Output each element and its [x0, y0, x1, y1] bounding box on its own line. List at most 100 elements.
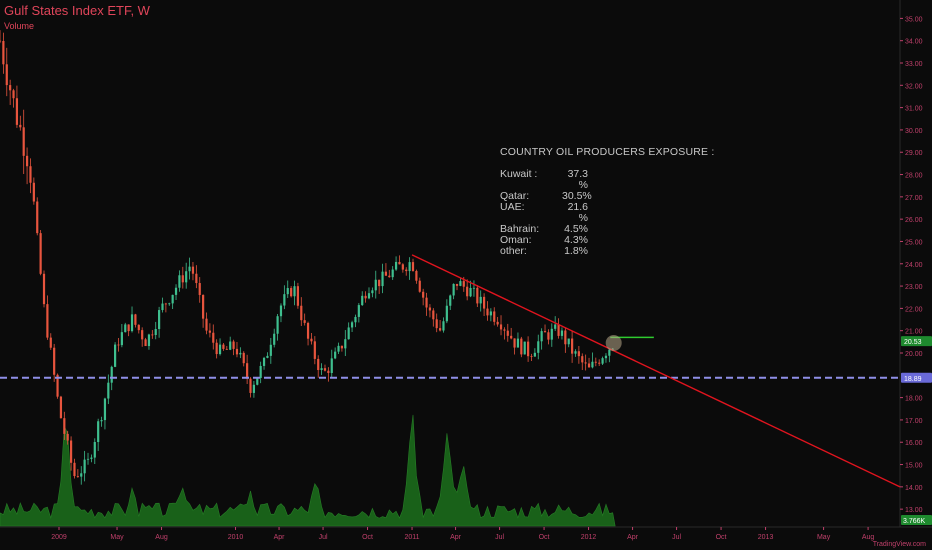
volume-area	[0, 414, 616, 527]
candle-body	[533, 352, 536, 357]
candle-body	[296, 286, 300, 306]
time-tick-label: Jul	[495, 534, 504, 541]
candle-body	[202, 294, 205, 319]
candle-body	[547, 332, 550, 340]
candle-body	[476, 287, 479, 304]
price-tick-label: 17.00	[905, 418, 923, 425]
candle-body	[76, 476, 79, 477]
candle-body	[147, 334, 151, 347]
candle-body	[337, 345, 340, 352]
candle-body	[0, 40, 2, 42]
chart-title[interactable]: Gulf States Index ETF, W	[4, 3, 150, 18]
price-tick-label: 16.00	[905, 440, 923, 447]
candle-body	[185, 271, 188, 283]
time-axis[interactable]: 2009 May Aug 2010 Apr Jul Oct 2011 Apr Jul Oct 2012…	[51, 527, 874, 541]
time-tick-label: 2012	[581, 534, 597, 541]
candle-body	[90, 457, 93, 459]
time-tick-label: 2013	[758, 534, 774, 541]
candle-body	[479, 296, 482, 304]
candlesticks	[0, 30, 614, 485]
candle-body	[195, 273, 198, 284]
candle-body	[93, 442, 96, 458]
candle-body	[161, 303, 164, 311]
candle-body	[242, 352, 245, 364]
candle-body	[435, 319, 438, 329]
candle-body	[564, 330, 567, 345]
candle-body	[594, 361, 597, 363]
candle-body	[134, 314, 137, 325]
candle-body	[317, 358, 320, 371]
time-tick-label: May	[817, 534, 831, 541]
price-tick-label: 25.00	[905, 239, 923, 246]
drawing-overlays	[0, 254, 901, 488]
candle-body	[398, 261, 401, 265]
country-label: other:	[500, 245, 527, 257]
candle-body	[357, 305, 360, 317]
candle-body	[591, 361, 594, 368]
candle-body	[256, 377, 259, 385]
candle-body	[303, 320, 306, 323]
time-tick-label: Aug	[155, 534, 168, 541]
candle-body	[378, 279, 381, 287]
time-tick-label: Apr	[274, 534, 286, 541]
candle-body	[466, 286, 469, 297]
candle-body	[557, 324, 560, 336]
candle-body	[489, 311, 492, 316]
country-label: Oman:	[500, 234, 532, 246]
candle-body	[560, 330, 564, 336]
candle-body	[408, 262, 411, 272]
candle-body	[364, 295, 367, 299]
price-axis[interactable]: 35.00 34.00 33.00 32.00 31.00 30.00 29.00 28.00…	[900, 16, 932, 525]
candle-body	[273, 333, 276, 345]
volume-value-label: 3.766K	[903, 518, 926, 525]
price-tick-label: 26.00	[905, 217, 923, 224]
last-price-label-bg	[901, 336, 932, 347]
candle-body	[452, 283, 455, 296]
candle-body	[598, 362, 601, 364]
price-tick-label: 14.00	[905, 485, 923, 492]
candle-body	[215, 342, 218, 355]
candle-body	[574, 351, 577, 354]
time-tick-label: May	[110, 534, 124, 541]
candle-body	[113, 344, 117, 367]
annotation-row: Bahrain: 4.5%	[500, 224, 715, 235]
candle-body	[266, 355, 269, 358]
candle-body	[66, 433, 69, 441]
candle-body	[520, 338, 523, 355]
annotation-header: COUNTRY OIL PRODUCERS EXPOSURE :	[500, 146, 715, 158]
candle-body	[151, 334, 154, 336]
candle-body	[59, 396, 63, 419]
chart-grid	[0, 0, 932, 528]
candle-body	[249, 378, 252, 393]
annotation-row: UAE: 21.6 %	[500, 202, 715, 224]
candle-body	[584, 362, 587, 364]
candle-body	[262, 357, 266, 366]
candle-body	[191, 266, 195, 274]
candle-body	[486, 308, 489, 316]
time-tick-label: Aug	[862, 534, 875, 541]
candle-body	[388, 275, 391, 278]
price-tick-label: 29.00	[905, 150, 923, 157]
candle-body	[537, 341, 540, 353]
candle-body	[523, 341, 526, 355]
candle-body	[323, 368, 327, 371]
volume-value-bg	[901, 515, 932, 525]
price-tick-label: 24.00	[905, 262, 923, 269]
candle-body	[482, 296, 486, 309]
candle-body	[550, 328, 553, 340]
candle-body	[25, 155, 29, 167]
candle-body	[276, 316, 279, 334]
candle-body	[239, 352, 242, 355]
support-price-label-bg	[901, 372, 932, 383]
candle-body	[259, 365, 262, 378]
candle-body	[472, 287, 476, 289]
candle-body	[384, 271, 388, 276]
candle-body	[350, 322, 354, 328]
price-tick-label: 20.00	[905, 351, 923, 358]
time-tick-label: Jul	[319, 534, 328, 541]
candle-body	[178, 275, 181, 288]
time-tick-label: Apr	[627, 534, 639, 541]
candle-body	[15, 98, 19, 125]
candle-body	[577, 351, 580, 357]
